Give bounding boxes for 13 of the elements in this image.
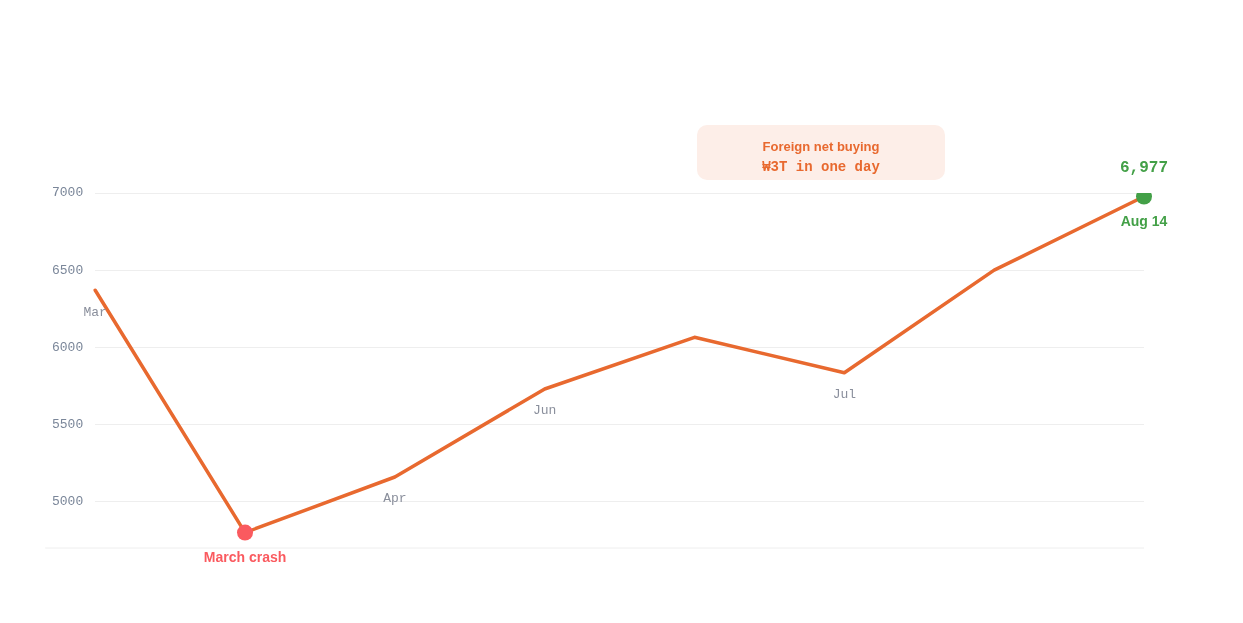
callout-box: Foreign net buying ₩3T in one day bbox=[697, 125, 945, 180]
x-tick-label: Jun bbox=[532, 403, 557, 419]
x-tick-label: Aug 14 bbox=[1120, 213, 1168, 230]
x-tick-label: March crash bbox=[203, 549, 287, 566]
y-tick-label: 6000 bbox=[51, 339, 84, 355]
y-tick-label: 6500 bbox=[51, 262, 84, 278]
x-tick-label: Mar bbox=[83, 304, 107, 320]
x-tick-label: Apr bbox=[383, 491, 407, 507]
data-label: 6,977 bbox=[1119, 158, 1169, 177]
y-tick-label: 5500 bbox=[51, 416, 84, 432]
x-tick-label: Jul bbox=[832, 387, 857, 403]
y-tick-label: 7000 bbox=[51, 185, 84, 201]
y-tick-label: 5000 bbox=[51, 494, 84, 510]
